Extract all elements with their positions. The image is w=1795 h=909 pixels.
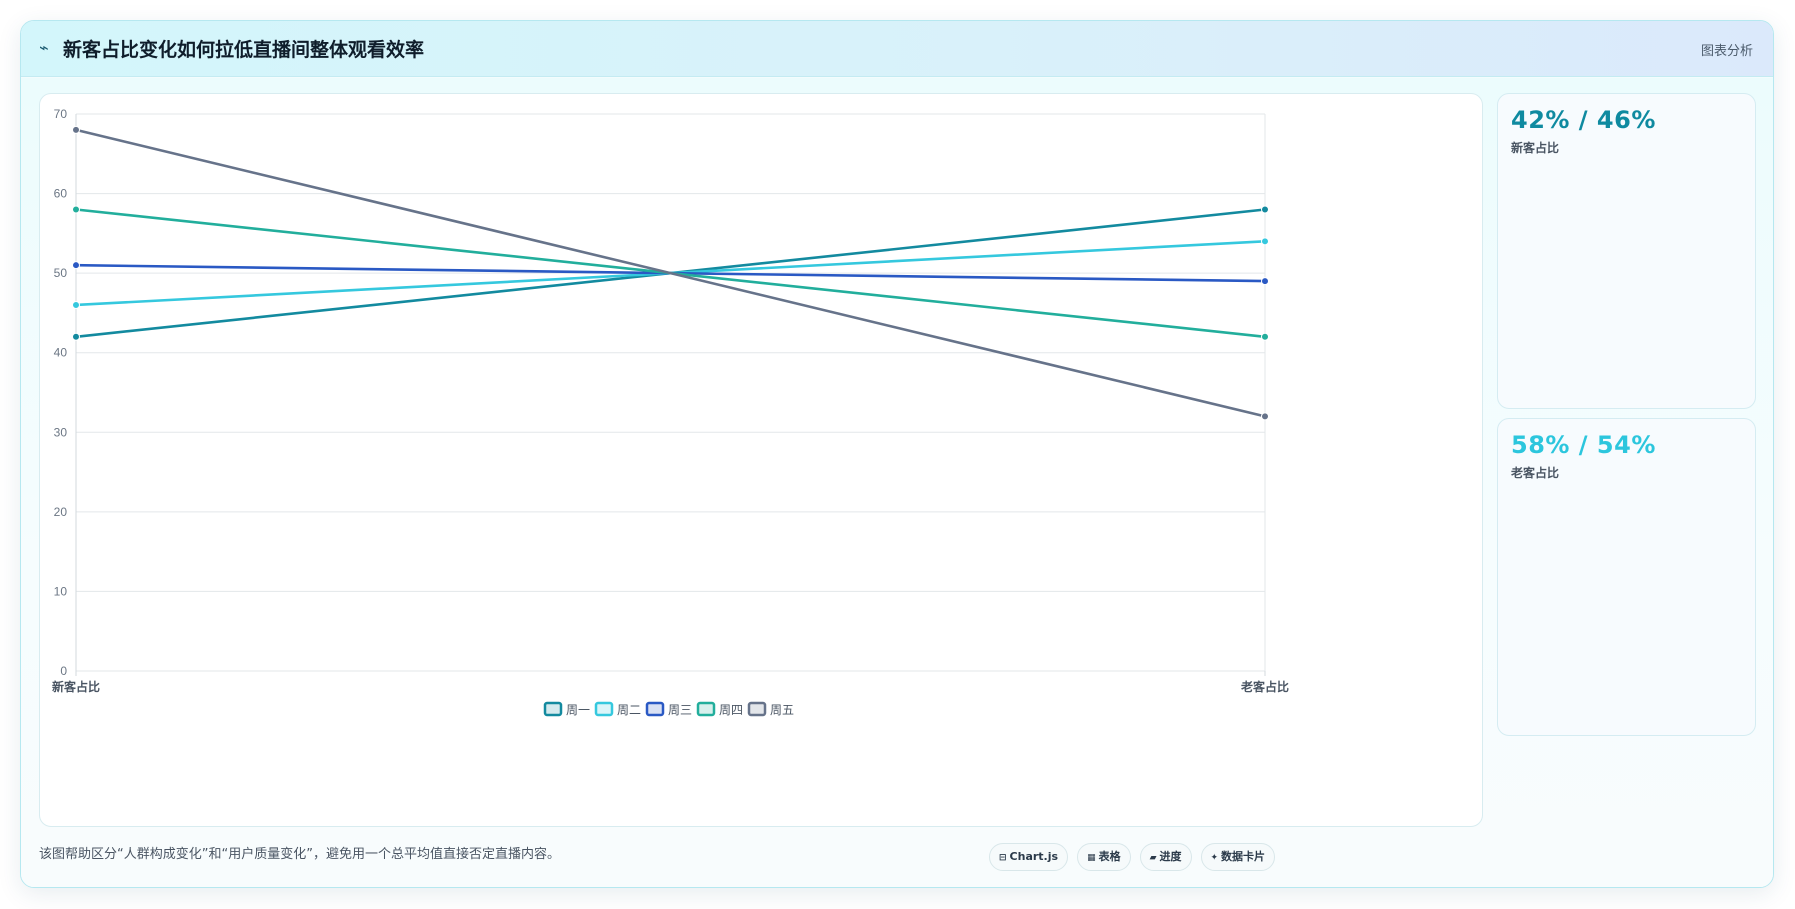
stat-card-new: 42% / 46% 新客占比 bbox=[1497, 93, 1756, 409]
x-tick-label: 老客占比 bbox=[1241, 679, 1289, 694]
data-point bbox=[1261, 332, 1269, 341]
header-tag: 图表分析 bbox=[1700, 44, 1753, 59]
legend-swatch bbox=[696, 701, 716, 717]
data-point bbox=[72, 300, 80, 309]
legend-label: 周一 bbox=[566, 703, 590, 717]
pill-progress[interactable]: ▰ 进度 bbox=[1139, 843, 1192, 871]
pill-label: 数据卡片 bbox=[1221, 850, 1266, 863]
pill-label: 进度 bbox=[1159, 850, 1182, 863]
pill-label: Chart.js bbox=[1009, 850, 1059, 863]
legend-item: 周三 bbox=[645, 701, 692, 717]
legend-item: 周二 bbox=[594, 701, 641, 717]
chart-card: ⌁ 新客占比变化如何拉低直播间整体观看效率 图表分析 0 10 20 30 40 50 60… bbox=[20, 20, 1774, 888]
data-point bbox=[72, 125, 80, 134]
pill-label: 表格 bbox=[1098, 850, 1121, 863]
stat-card-returning: 58% / 54% 老客占比 bbox=[1497, 418, 1756, 736]
x-tick-label: 新客占比 bbox=[52, 679, 100, 694]
data-point bbox=[72, 332, 80, 341]
y-tick-label: 60 bbox=[54, 187, 68, 201]
data-point bbox=[1261, 205, 1269, 214]
legend-swatch bbox=[543, 701, 563, 717]
data-point bbox=[1261, 237, 1269, 246]
chart-line-icon: ⌁ bbox=[39, 38, 49, 57]
data-point bbox=[1261, 412, 1269, 421]
footer-note: 该图帮助区分“人群构成变化”和“用户质量变化”，避免用一个总平均值直接否定直播内… bbox=[39, 847, 560, 862]
progress-icon: ▰ bbox=[1149, 853, 1157, 863]
data-point bbox=[72, 205, 80, 214]
chart-panel: 0 10 20 30 40 50 60 70 新客占比 老客占比周一 周二 周三 周四 周五 bbox=[39, 93, 1483, 827]
stat-label: 新客占比 bbox=[1511, 141, 1560, 155]
legend-item: 周五 bbox=[747, 701, 794, 717]
y-tick-label: 0 bbox=[60, 664, 67, 678]
card-title: 新客占比变化如何拉低直播间整体观看效率 bbox=[63, 39, 425, 61]
series-line bbox=[75, 128, 1266, 418]
legend-label: 周二 bbox=[617, 703, 641, 717]
pill-data-card[interactable]: ✦ 数据卡片 bbox=[1200, 843, 1276, 871]
legend-swatch bbox=[594, 701, 614, 717]
legend-swatch bbox=[747, 701, 767, 717]
stat-value: 58% / 54% bbox=[1511, 431, 1656, 459]
pill-table[interactable]: ▦ 表格 bbox=[1077, 843, 1131, 871]
feature-pills: ⊟ Chart.js ▦ 表格 ▰ 进度 ✦ 数据卡片 bbox=[989, 843, 1276, 871]
y-tick-label: 10 bbox=[54, 584, 68, 598]
legend-item: 周四 bbox=[696, 701, 743, 717]
y-tick-label: 30 bbox=[54, 425, 68, 439]
legend-label: 周四 bbox=[719, 703, 743, 717]
pill-chartjs[interactable]: ⊟ Chart.js bbox=[989, 843, 1069, 871]
chart-icon: ⊟ bbox=[999, 853, 1007, 863]
y-tick-label: 20 bbox=[54, 505, 68, 519]
stat-label: 老客占比 bbox=[1511, 466, 1560, 480]
legend-label: 周五 bbox=[770, 703, 794, 717]
data-point bbox=[1261, 277, 1269, 286]
data-point bbox=[72, 261, 80, 270]
y-tick-label: 40 bbox=[54, 346, 68, 360]
y-tick-label: 70 bbox=[54, 107, 68, 121]
card-header: ⌁ 新客占比变化如何拉低直播间整体观看效率 图表分析 bbox=[21, 21, 1773, 77]
legend-item: 周一 bbox=[543, 701, 590, 717]
legend-label: 周三 bbox=[668, 703, 692, 717]
y-tick-label: 50 bbox=[54, 266, 68, 280]
table-icon: ▦ bbox=[1087, 853, 1096, 863]
sparkle-icon: ✦ bbox=[1210, 853, 1219, 863]
stat-value: 42% / 46% bbox=[1511, 106, 1656, 134]
legend-swatch bbox=[645, 701, 665, 717]
